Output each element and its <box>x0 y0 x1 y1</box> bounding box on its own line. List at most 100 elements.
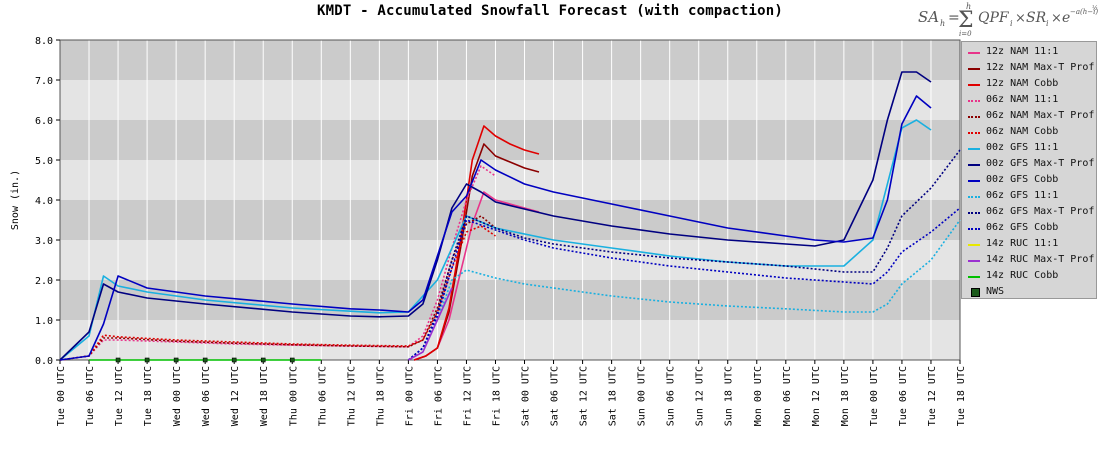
x-tick-label: Sat 00 UTC <box>521 366 532 426</box>
series-line-6 <box>59 225 496 361</box>
formula-equals: = <box>948 10 960 26</box>
legend-label: 14z RUC Cobb <box>986 270 1059 281</box>
legend-swatch <box>968 244 980 246</box>
legend-swatch <box>968 212 980 214</box>
legend-label: 06z NAM 11:1 <box>986 94 1059 105</box>
series-point-nws <box>173 357 179 363</box>
x-tick-label: Tue 18 UTC <box>956 366 967 426</box>
x-tick-label: Tue 18 UTC <box>143 366 154 426</box>
y-tick-label: 2.0 <box>35 276 53 287</box>
legend-label: 12z NAM Max-T Prof <box>986 62 1095 73</box>
series-point-nws <box>202 357 208 363</box>
legend-label: 00z GFS Cobb <box>986 174 1059 185</box>
x-tick-label: Sun 00 UTC <box>637 366 648 426</box>
series-line-3 <box>413 125 540 361</box>
legend-swatch <box>968 180 980 182</box>
x-tick-label: Sun 12 UTC <box>695 366 706 426</box>
legend-label: 00z GFS Max-T Prof <box>986 158 1095 169</box>
x-tick-label: Mon 00 UTC <box>753 366 764 426</box>
legend-swatch <box>968 100 980 102</box>
plot-band <box>60 80 960 120</box>
series-line-11 <box>407 149 961 361</box>
series-line-10 <box>407 219 961 361</box>
y-axis-label: Snow (in.) <box>10 170 21 230</box>
series-point-nws <box>289 357 295 363</box>
formula-sum-sign: Σ <box>958 8 974 33</box>
legend-label: 00z GFS 11:1 <box>986 142 1059 153</box>
legend-label: 12z NAM 11:1 <box>986 46 1059 57</box>
x-tick-label: Fri 00 UTC <box>404 366 415 426</box>
x-tick-label: Sun 18 UTC <box>724 366 735 426</box>
formula-sum-top: h <box>966 2 971 11</box>
series-point-nws <box>115 357 121 363</box>
legend-label: 06z GFS 11:1 <box>986 190 1059 201</box>
x-axis-ticks: Tue 00 UTC Tue 06 UTC Tue 12 UTC Tue 18 UTC… <box>56 360 967 426</box>
formula-exp-frac: ½ <box>1092 5 1098 12</box>
y-tick-label: 6.0 <box>35 116 53 127</box>
plot-band <box>60 40 960 80</box>
x-tick-label: Thu 12 UTC <box>346 366 357 426</box>
series-point-nws <box>260 357 266 363</box>
y-axis-ticks: 0.0 1.0 2.0 3.0 4.0 5.0 6.0 7.0 8.0 <box>35 36 60 367</box>
y-tick-label: 8.0 <box>35 36 53 47</box>
x-tick-label: Tue 12 UTC <box>927 366 938 426</box>
formula-sum-bottom: i=0 <box>959 30 972 38</box>
x-tick-label: Tue 06 UTC <box>85 366 96 426</box>
series-line-14 <box>408 287 453 361</box>
y-tick-label: 7.0 <box>35 76 53 87</box>
formula-qpf-sub: i <box>1010 19 1013 28</box>
x-tick-label: Sat 12 UTC <box>579 366 590 426</box>
legend-swatch <box>968 84 980 86</box>
legend-swatch <box>968 132 980 134</box>
y-tick-label: 3.0 <box>35 236 53 247</box>
formula-times-1: × <box>1015 11 1026 26</box>
x-tick-label: Thu 00 UTC <box>288 366 299 426</box>
x-tick-label: Wed 00 UTC <box>172 366 183 426</box>
y-tick-label: 0.0 <box>35 356 53 367</box>
formula-exp-base: e <box>1062 10 1070 26</box>
x-tick-label: Mon 18 UTC <box>840 366 851 426</box>
plot-band <box>60 320 960 360</box>
plot-band <box>60 160 960 200</box>
series-point-nws <box>144 357 150 363</box>
series-lines <box>59 71 961 363</box>
x-tick-label: Fri 06 UTC <box>433 366 444 426</box>
plot-band <box>60 120 960 160</box>
x-tick-label: Tue 12 UTC <box>114 366 125 426</box>
x-tick-label: Mon 12 UTC <box>811 366 822 426</box>
y-tick-label: 5.0 <box>35 156 53 167</box>
x-tick-label: Sat 06 UTC <box>550 366 561 426</box>
legend-swatch <box>968 196 980 198</box>
x-tick-label: Sat 18 UTC <box>608 366 619 426</box>
x-tick-label: Wed 06 UTC <box>201 366 212 426</box>
formula-lhs-sub: h <box>940 19 945 28</box>
legend-label: 06z GFS Max-T Prof <box>986 206 1095 217</box>
x-tick-label: Tue 00 UTC <box>869 366 880 426</box>
plot-band <box>60 240 960 280</box>
legend-label: NWS <box>986 286 1005 297</box>
legend-label: 12z NAM Cobb <box>986 78 1059 89</box>
x-tick-label: Wed 12 UTC <box>230 366 241 426</box>
x-tick-label: Fri 12 UTC <box>462 366 473 426</box>
snowfall-formula: SA h = h Σ i=0 QPF i × SR i × e −a(h−i) … <box>912 0 1100 38</box>
plot-band <box>60 280 960 320</box>
legend-label: 14z RUC 11:1 <box>986 238 1059 249</box>
y-tick-label: 4.0 <box>35 196 53 207</box>
formula-exp: −a(h−i) <box>1070 8 1098 16</box>
series-line-12 <box>407 207 961 361</box>
plot-background-bands <box>60 40 960 360</box>
x-tick-label: Tue 06 UTC <box>898 366 909 426</box>
x-tick-label: Thu 18 UTC <box>375 366 386 426</box>
formula-sr: SR <box>1026 10 1047 26</box>
legend-swatch <box>968 228 980 230</box>
formula-qpf: QPF <box>978 10 1010 26</box>
series-point-nws <box>231 357 237 363</box>
legend-swatch <box>968 276 980 278</box>
x-tick-label: Mon 06 UTC <box>782 366 793 426</box>
legend-label: 06z NAM Cobb <box>986 126 1059 137</box>
legend-swatch <box>968 260 980 262</box>
formula-lhs: SA <box>918 8 939 26</box>
legend-swatch <box>968 116 980 118</box>
legend-swatch <box>968 148 980 150</box>
